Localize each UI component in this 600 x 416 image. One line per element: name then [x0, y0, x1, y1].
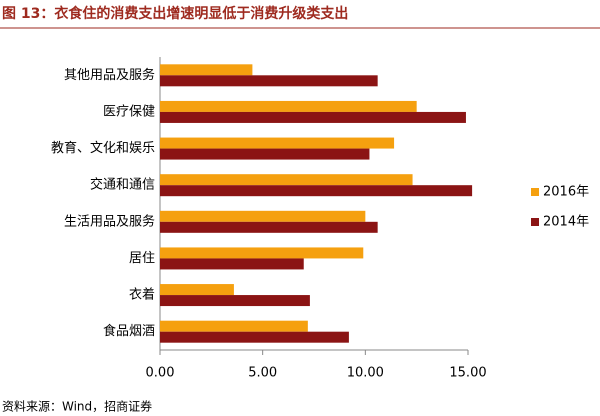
y-tick-label: 其他用品及服务 — [64, 67, 155, 83]
x-tick-label: 0.00 — [146, 366, 175, 381]
source-note: 资料来源：Wind，招商证券 — [2, 399, 152, 414]
legend-label: 2016年 — [543, 185, 589, 200]
bar — [160, 75, 378, 87]
x-tick-label: 15.00 — [449, 366, 486, 381]
bar — [160, 320, 308, 332]
y-tick-label: 生活用品及服务 — [64, 213, 155, 229]
bar — [160, 221, 378, 233]
bar — [160, 100, 417, 112]
y-tick-label: 居住 — [129, 251, 155, 266]
legend-swatch — [531, 188, 539, 196]
bar — [160, 174, 413, 186]
bar — [160, 295, 310, 307]
bar — [160, 148, 370, 160]
x-tick-label: 10.00 — [347, 366, 384, 381]
y-tick-label: 食品烟酒 — [103, 323, 155, 339]
bar — [160, 111, 466, 123]
chart-title: 图 13：衣食住的消费支出增速明显低于消费升级类支出 — [2, 5, 348, 22]
x-tick-label: 5.00 — [248, 366, 277, 381]
bar — [160, 137, 395, 149]
legend-label: 2014年 — [543, 215, 589, 230]
bar — [160, 331, 349, 343]
y-tick-label: 交通和通信 — [90, 177, 155, 193]
y-tick-label: 衣着 — [129, 287, 155, 303]
bar — [160, 210, 366, 222]
bar — [160, 284, 234, 296]
bar — [160, 64, 253, 76]
legend-swatch — [531, 218, 539, 226]
bar — [160, 247, 364, 259]
bar — [160, 258, 304, 270]
y-tick-label: 教育、文化和娱乐 — [51, 140, 155, 156]
bar — [160, 185, 473, 197]
y-tick-label: 医疗保健 — [103, 104, 155, 119]
